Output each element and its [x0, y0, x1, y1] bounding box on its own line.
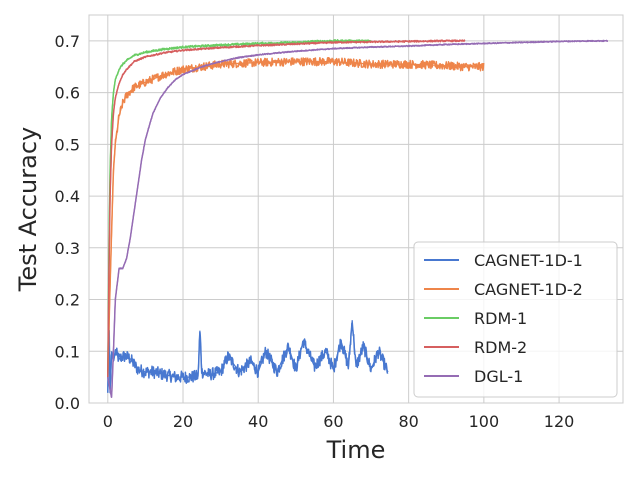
x-axis-label: Time	[326, 436, 386, 464]
legend-label: CAGNET-1D-1	[474, 251, 583, 270]
x-tick-label: 80	[398, 412, 418, 431]
plot-frame	[88, 14, 624, 404]
legend-label: CAGNET-1D-2	[474, 280, 583, 299]
series-keypoints-rdm-1	[107, 40, 371, 378]
series-layer	[107, 39, 609, 398]
y-tick-label: 0.4	[55, 187, 80, 206]
x-tick-label: 20	[173, 412, 193, 431]
y-tick-label: 0.6	[55, 84, 80, 103]
tick-labels: 0 20 40 60 80 100 120 0.0 0.1 0.2 0.3 0.4 0.5 0.6 0.7	[55, 32, 575, 431]
legend: CAGNET-1D-1 CAGNET-1D-2 RDM-1 RDM-2 DGL-1	[413, 241, 618, 398]
y-tick-label: 0.2	[55, 291, 80, 310]
x-tick-label: 40	[248, 412, 268, 431]
y-tick-label: 0.1	[55, 342, 80, 361]
legend-box	[413, 241, 618, 398]
y-tick-label: 0.3	[55, 239, 80, 258]
y-tick-label: 0.7	[55, 32, 80, 51]
legend-label: DGL-1	[474, 367, 523, 386]
y-axis-label: Test Accuracy	[14, 127, 42, 292]
x-tick-label: 0	[103, 412, 113, 431]
legend-label: RDM-1	[474, 309, 527, 328]
y-tick-label: 0.0	[55, 394, 80, 413]
series-keypoints-rdm-2	[107, 40, 466, 378]
legend-label: RDM-2	[474, 338, 527, 357]
series-keypoints-cagnet-1d-2	[107, 60, 484, 373]
series-keypoints-cagnet-1d-1	[107, 315, 389, 393]
x-tick-label: 120	[544, 412, 575, 431]
x-tick-label: 60	[323, 412, 343, 431]
series-keypoints-dgl-1	[107, 40, 608, 398]
x-tick-label: 100	[469, 412, 500, 431]
y-tick-label: 0.5	[55, 135, 80, 154]
